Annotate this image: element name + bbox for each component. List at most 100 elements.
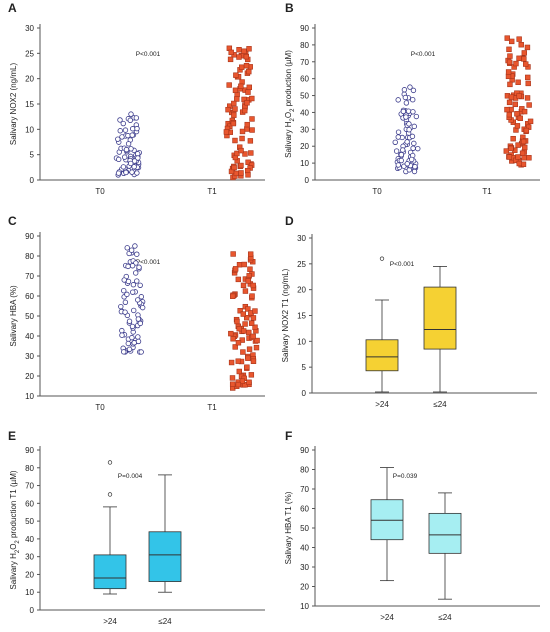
y-tick-label: 60 <box>300 505 309 514</box>
data-point <box>406 121 412 127</box>
x-tick-label: T0 <box>95 403 105 412</box>
x-tick-label: T0 <box>95 187 105 196</box>
data-point <box>232 106 238 112</box>
panel-letter: D <box>285 214 294 228</box>
data-point <box>232 266 239 272</box>
data-point <box>508 38 515 45</box>
data-point <box>514 111 520 117</box>
outlier-point <box>107 460 113 465</box>
data-point <box>233 72 239 78</box>
data-point <box>122 309 128 315</box>
data-point <box>249 95 255 102</box>
data-point <box>505 69 512 75</box>
data-point <box>506 154 513 160</box>
data-point <box>134 278 140 284</box>
data-point <box>226 82 232 88</box>
data-point <box>521 50 528 56</box>
y-tick-label: 60 <box>25 292 34 301</box>
data-point <box>404 161 410 167</box>
data-point <box>250 358 257 364</box>
data-point <box>410 97 416 103</box>
data-point <box>120 120 126 127</box>
data-point <box>128 111 134 117</box>
data-point <box>515 142 521 148</box>
p-value-annotation: P<0.001 <box>136 259 161 266</box>
data-point <box>230 120 237 127</box>
y-tick-label: 30 <box>25 352 34 361</box>
data-point <box>392 139 398 145</box>
data-point <box>127 117 133 124</box>
data-point <box>248 150 254 156</box>
data-point <box>515 79 521 85</box>
data-point <box>412 163 418 170</box>
data-point <box>521 56 527 62</box>
panel-c: C 10 20 30 40 50 60 70 80 90 Salivary HBA (%) T0 T1 P… <box>8 214 265 412</box>
data-point <box>134 251 140 257</box>
panel-e: E 0 10 20 30 40 50 60 70 80 90 Salivary H2O2 produc… <box>8 429 265 626</box>
data-point <box>119 327 125 334</box>
p-value-annotation: P<0.001 <box>136 51 161 58</box>
y-tick-label: 30 <box>300 563 309 572</box>
data-point <box>121 154 128 160</box>
data-point <box>236 325 242 332</box>
panel-letter: C <box>8 214 17 228</box>
data-point <box>398 157 404 164</box>
data-point <box>115 170 122 176</box>
data-point <box>248 320 255 326</box>
data-point <box>228 49 234 56</box>
panel-letter: F <box>285 429 292 443</box>
data-point <box>230 251 236 257</box>
y-tick-label: 20 <box>25 75 34 84</box>
y-tick-label: 50 <box>25 312 34 321</box>
data-point <box>519 150 526 156</box>
data-point <box>395 134 401 140</box>
data-point <box>131 340 137 346</box>
data-point <box>225 106 231 113</box>
data-point <box>119 332 125 338</box>
data-point <box>244 364 250 370</box>
data-point <box>117 117 123 123</box>
x-tick-label: T0 <box>372 187 382 196</box>
data-point <box>516 36 522 42</box>
data-point <box>254 337 260 344</box>
data-point <box>245 355 251 361</box>
data-point <box>231 100 237 107</box>
data-point <box>236 368 242 375</box>
data-point <box>126 318 133 324</box>
data-point <box>525 80 531 87</box>
data-point <box>241 261 247 268</box>
data-point <box>243 53 249 60</box>
y-tick-label: 90 <box>300 446 309 455</box>
y-tick-label: 40 <box>300 544 309 553</box>
data-point <box>520 138 527 145</box>
data-point <box>228 359 235 366</box>
data-point <box>250 315 257 321</box>
data-point <box>242 321 248 327</box>
y-tick-label: 5 <box>30 151 35 160</box>
y-tick-label: 0 <box>305 176 310 185</box>
box-1 <box>365 256 399 393</box>
data-point <box>505 73 512 80</box>
data-point <box>230 336 236 342</box>
y-tick-label: 80 <box>300 41 309 50</box>
y-tick-label: 40 <box>25 535 34 544</box>
y-tick-label: 15 <box>297 312 306 321</box>
data-point <box>125 132 131 139</box>
y-tick-label: 50 <box>25 517 34 526</box>
y-tick-label: 70 <box>300 485 309 494</box>
data-point <box>247 138 254 144</box>
data-point <box>130 282 137 288</box>
data-point <box>242 288 249 294</box>
data-point <box>395 97 401 103</box>
data-point <box>516 55 522 62</box>
y-tick-label: 20 <box>25 372 34 381</box>
data-point <box>242 107 248 114</box>
data-point <box>129 169 135 175</box>
data-point <box>118 303 124 310</box>
panel-letter: A <box>8 1 17 15</box>
data-point <box>246 68 252 75</box>
data-point <box>229 381 236 387</box>
y-tick-label: 90 <box>25 232 34 241</box>
data-point <box>134 170 140 176</box>
y-tick-label: 10 <box>297 337 306 346</box>
